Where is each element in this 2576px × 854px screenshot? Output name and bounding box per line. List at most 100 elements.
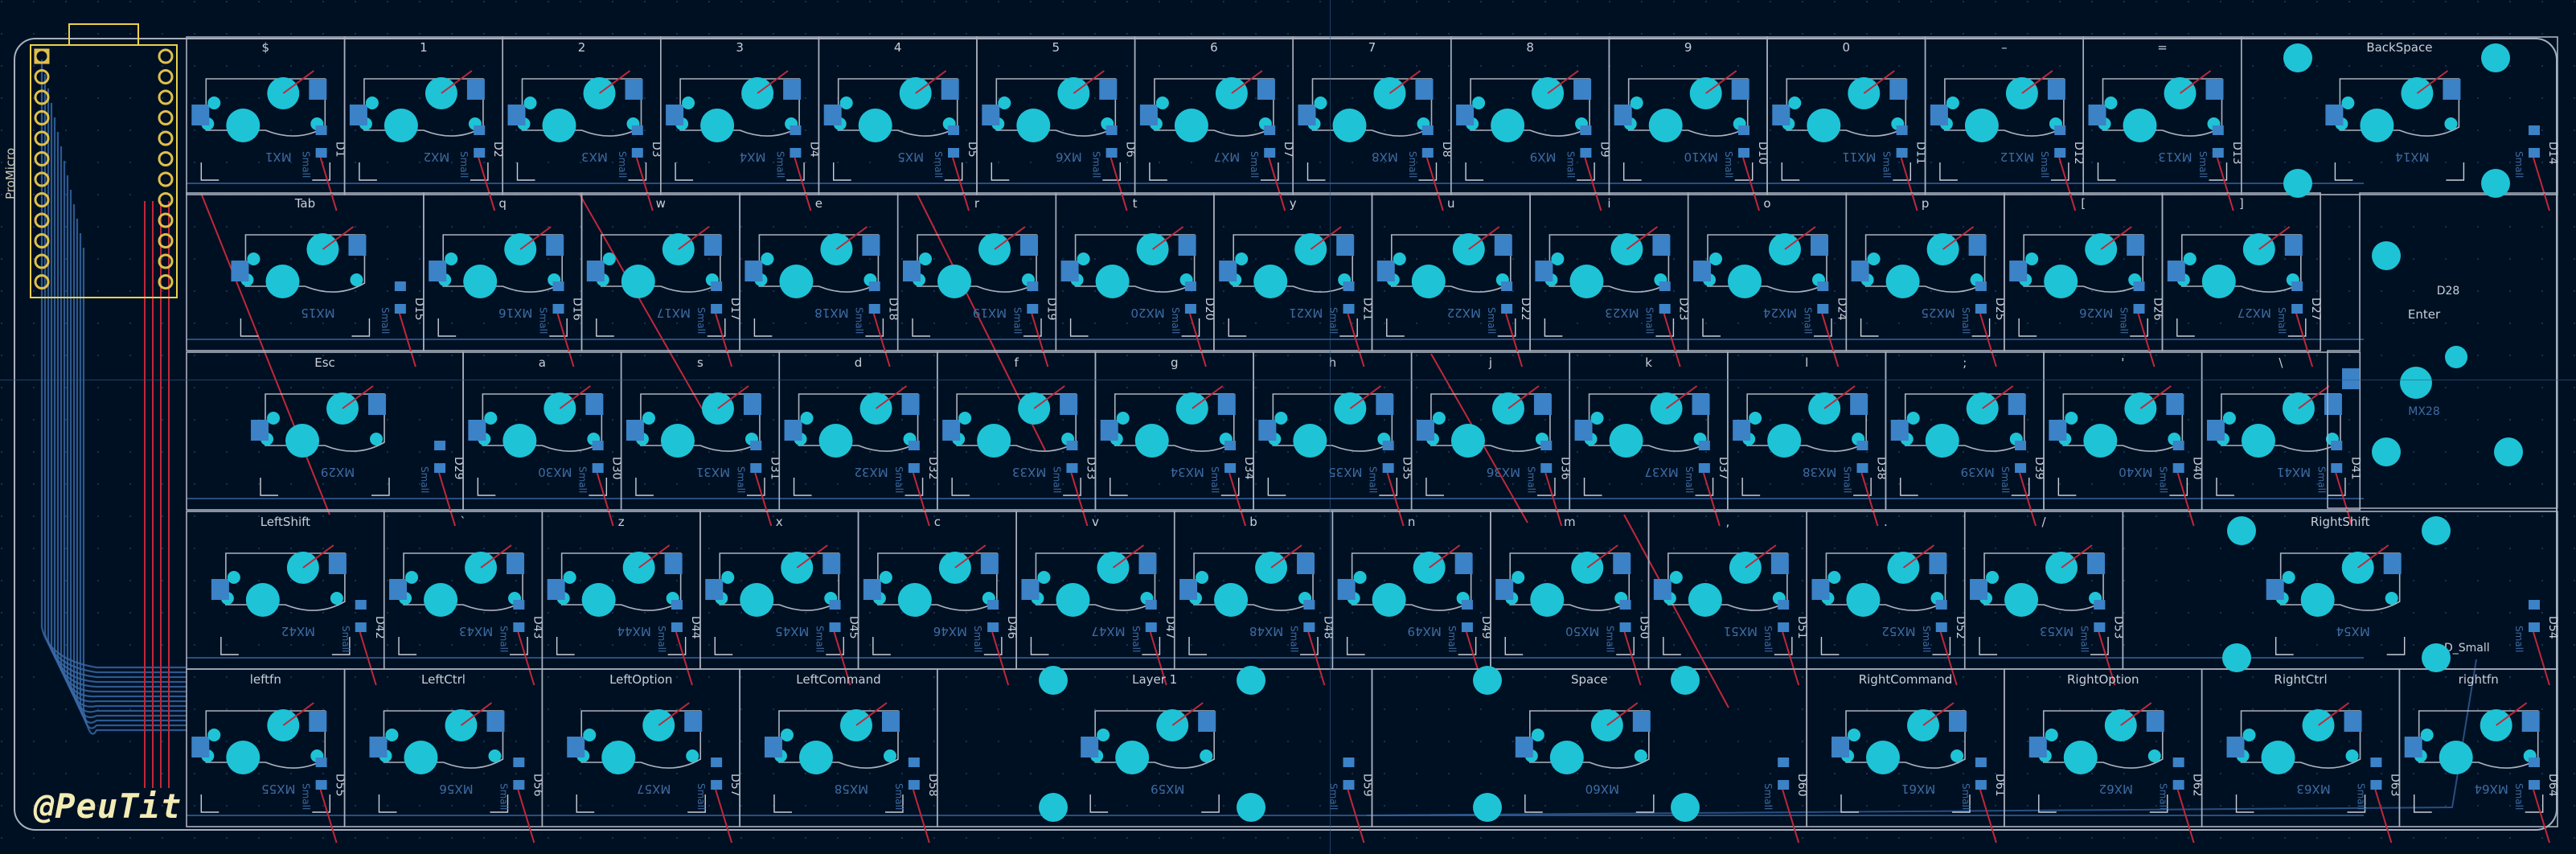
diode-silk-label: Small bbox=[538, 307, 549, 334]
smd-pad bbox=[1970, 579, 1988, 600]
usb-outline bbox=[68, 23, 139, 45]
key-switch: t MX20 D20 Small bbox=[1055, 192, 1216, 367]
header-pin bbox=[34, 89, 50, 105]
key-outline bbox=[2241, 36, 2558, 195]
diode-silk-label: Small bbox=[1091, 151, 1102, 178]
diode-silk-label: Small bbox=[1328, 307, 1339, 334]
smd-pad bbox=[309, 79, 327, 100]
via-pad bbox=[1827, 571, 1841, 584]
center-hole-pad bbox=[1372, 583, 1406, 617]
smd-pad bbox=[1653, 579, 1672, 600]
diode-pad bbox=[2054, 148, 2066, 158]
key-outline bbox=[2201, 351, 2361, 511]
via-pad bbox=[227, 571, 240, 584]
bus-trace bbox=[50, 103, 187, 684]
key-label: f bbox=[1015, 355, 1019, 370]
key-label: 8 bbox=[1526, 40, 1534, 55]
trace-red bbox=[1507, 385, 1563, 527]
ref-label: MX21 bbox=[1289, 306, 1323, 320]
header-pin bbox=[34, 130, 50, 146]
corner-mark bbox=[833, 162, 963, 181]
diode-silk-label: Small bbox=[498, 783, 509, 810]
diode-pad bbox=[2212, 125, 2224, 135]
trace-red bbox=[2139, 385, 2195, 527]
key-label: 4 bbox=[894, 40, 902, 55]
diode-pad bbox=[592, 441, 604, 450]
trace-red bbox=[282, 702, 338, 844]
diode-label: D59 bbox=[1361, 774, 1374, 797]
key-label: o bbox=[1763, 196, 1770, 211]
ref-label: MX31 bbox=[696, 465, 730, 479]
corner-mark bbox=[773, 794, 904, 813]
trace-red bbox=[342, 385, 457, 527]
center-hole-pad bbox=[226, 741, 260, 774]
trace-red bbox=[915, 70, 970, 211]
via-pad bbox=[642, 412, 655, 425]
diode-pad bbox=[2291, 281, 2303, 291]
ref-label: MX46 bbox=[933, 624, 967, 638]
diode-pad bbox=[1461, 622, 1473, 632]
ref-label: MX58 bbox=[835, 782, 868, 796]
diode-silk-label: Small bbox=[1565, 151, 1576, 178]
center-hole-pad bbox=[977, 424, 1011, 458]
key-label: p bbox=[1922, 196, 1930, 211]
corner-mark bbox=[1939, 162, 2069, 181]
diode-label: D4 bbox=[807, 142, 820, 158]
diode-pad bbox=[671, 600, 683, 610]
via-pad bbox=[247, 253, 260, 265]
via-pad bbox=[2183, 253, 2197, 265]
diode-silk-label: Small bbox=[2158, 783, 2169, 810]
smd-pad bbox=[862, 235, 880, 256]
trace-red bbox=[519, 226, 575, 367]
corner-mark bbox=[635, 478, 765, 496]
key-switch: s MX31 D31 Small bbox=[620, 351, 781, 527]
ref-label: MX10 bbox=[1684, 150, 1718, 164]
diode-pad bbox=[2529, 758, 2540, 767]
trace-red bbox=[2496, 702, 2550, 844]
key-label: ` bbox=[460, 515, 466, 529]
smd-pad bbox=[211, 579, 229, 600]
diode-silk-label: Small bbox=[301, 151, 312, 178]
diode-silk-label: Small bbox=[695, 307, 707, 334]
via-pad bbox=[1155, 96, 1169, 109]
header-pin bbox=[34, 69, 50, 84]
stab-pad bbox=[2444, 117, 2458, 130]
smd-pad bbox=[486, 711, 505, 732]
diode-silk-label: Small bbox=[1960, 783, 1971, 810]
center-hole-pad bbox=[2400, 367, 2432, 399]
corner-mark bbox=[516, 162, 647, 181]
diode-pad bbox=[1580, 125, 1592, 135]
diode-pad bbox=[829, 600, 841, 610]
center-hole-pad bbox=[1648, 109, 1683, 142]
trace-red bbox=[2179, 70, 2234, 211]
center-hole-pad bbox=[601, 741, 636, 774]
diode-label: D57 bbox=[728, 774, 741, 797]
diode-label: D38 bbox=[1874, 457, 1887, 480]
stab-pad bbox=[1634, 749, 1647, 762]
diode-label: D8 bbox=[1440, 142, 1453, 158]
key-label: . bbox=[1884, 515, 1888, 529]
corner-mark bbox=[260, 478, 390, 496]
corner-mark bbox=[1781, 162, 1911, 181]
smd-pad bbox=[1021, 579, 1040, 600]
watermark: @PeuTit bbox=[34, 786, 183, 826]
diode-silk-label: Small bbox=[2158, 466, 2169, 493]
diode-pad bbox=[474, 125, 486, 135]
diode-silk-label: Small bbox=[1051, 466, 1062, 493]
corner-mark bbox=[437, 318, 568, 337]
via-pad bbox=[1116, 412, 1130, 425]
ref-label: MX39 bbox=[1961, 465, 1995, 479]
diode-pad bbox=[1027, 304, 1039, 314]
smd-pad bbox=[1100, 420, 1118, 441]
diode-pad bbox=[434, 463, 446, 473]
smd-pad bbox=[1258, 420, 1277, 441]
ref-label: MX55 bbox=[261, 782, 295, 796]
diode-label: D14 bbox=[2546, 142, 2559, 165]
smd-pad bbox=[1770, 553, 1789, 574]
via-pad bbox=[1630, 96, 1643, 109]
diode-pad bbox=[513, 600, 525, 610]
key-label: 7 bbox=[1368, 40, 1376, 55]
smd-pad bbox=[1337, 579, 1356, 600]
diode-label: D23 bbox=[1677, 298, 1690, 321]
diode-pad bbox=[1935, 600, 1947, 610]
